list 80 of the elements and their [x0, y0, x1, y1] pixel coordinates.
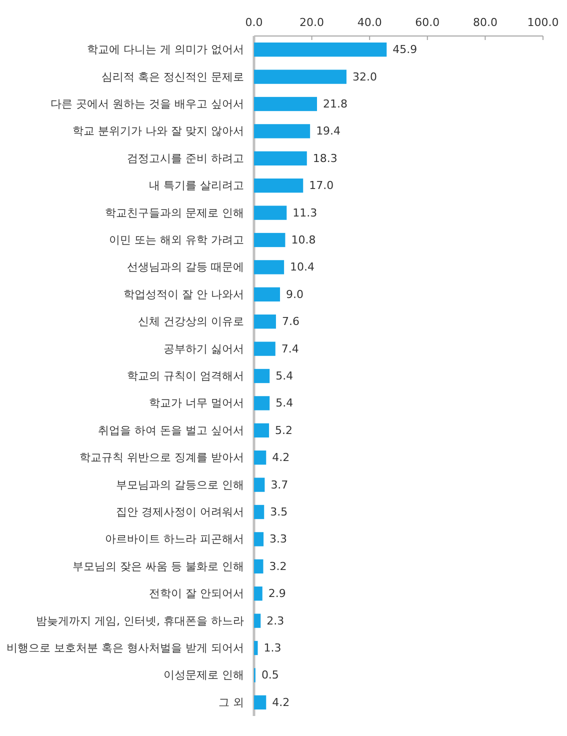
bar	[254, 151, 307, 166]
data-label: 5.4	[276, 396, 294, 410]
y-tick-label: 내 특기를 살리려고	[149, 179, 244, 192]
y-tick-label: 전학이 잘 안되어서	[149, 587, 244, 600]
y-tick-label: 비행으로 보호처분 혹은 형사처벌을 받게 되어서	[6, 642, 244, 654]
bar	[254, 42, 387, 57]
bar	[254, 124, 310, 138]
data-label: 11.3	[292, 206, 318, 220]
y-tick-label: 선생님과의 갈등 때문에	[127, 260, 244, 274]
x-tick-label: 20.0	[300, 16, 324, 29]
x-tick-label: 80.0	[472, 16, 498, 29]
y-tick-label: 부모님과의 갈등으로 인해	[116, 478, 244, 492]
bar	[254, 450, 266, 465]
data-label: 9.0	[286, 288, 304, 301]
bar	[254, 287, 280, 302]
data-label: 45.9	[392, 43, 418, 56]
bar	[254, 532, 264, 546]
bar	[254, 586, 262, 601]
y-tick-label: 이민 또는 해외 유학 가려고	[109, 234, 244, 246]
data-label: 7.6	[282, 315, 300, 328]
data-label: 1.3	[264, 642, 282, 654]
bar	[254, 478, 265, 492]
data-label: 5.2	[275, 424, 293, 437]
bar	[254, 314, 276, 329]
x-tick-label: 40.0	[357, 16, 382, 29]
y-tick-label: 이성문제로 인해	[164, 668, 244, 682]
data-label: 3.5	[270, 506, 288, 518]
y-tick-label: 신체 건강상의 이유로	[138, 315, 244, 328]
y-tick-label: 집안 경제사정이 어려워서	[116, 506, 244, 518]
y-tick-label: 학교가 너무 멀어서	[149, 396, 244, 410]
data-label: 5.4	[276, 370, 294, 382]
y-tick-label: 아르바이트 하느라 피곤해서	[105, 532, 244, 546]
y-tick-label: 학교규칙 위반으로 징계를 받아서	[80, 451, 244, 464]
bar	[254, 640, 258, 656]
bar	[254, 423, 270, 438]
y-tick-label: 검정고시를 준비 하려고	[127, 152, 244, 165]
y-tick-label: 그 외	[218, 696, 244, 709]
y-tick-label: 심리적 혹은 정신적인 문제로	[102, 70, 244, 84]
y-tick-label: 학업성적이 잘 안 나와서	[124, 288, 244, 301]
data-label: 10.4	[290, 260, 315, 274]
y-tick-label: 공부하기 싫어서	[164, 342, 244, 356]
y-tick-label: 밤늦게까지 게임, 인터넷, 휴대폰을 하느라	[36, 614, 244, 628]
bar	[254, 70, 346, 84]
data-label: 21.8	[323, 98, 348, 110]
bar	[254, 260, 284, 274]
data-label: 18.3	[312, 152, 338, 165]
bar	[254, 695, 266, 710]
y-tick-label: 학교의 규칙이 엄격해서	[127, 370, 244, 382]
y-tick-label: 학교 분위기가 나와 잘 맞지 않아서	[72, 124, 244, 138]
data-label: 4.2	[272, 696, 290, 709]
y-tick-label: 학교친구들과의 문제로 인해	[105, 206, 244, 220]
data-label: 3.7	[270, 478, 288, 492]
bar	[254, 96, 317, 112]
y-tick-label: 다른 곳에서 원하는 것을 배우고 싶어서	[50, 98, 244, 110]
x-tick-label: 100.0	[527, 16, 559, 29]
data-label: 19.4	[316, 124, 341, 138]
data-label: 2.9	[268, 587, 286, 600]
bar	[254, 396, 270, 410]
bar	[254, 559, 264, 574]
bar	[254, 504, 264, 520]
bar	[254, 614, 261, 628]
bar	[254, 342, 276, 356]
y-tick-label: 부모님의 잦은 싸움 등 불화로 인해	[72, 560, 244, 573]
data-label: 17.0	[309, 179, 334, 192]
x-tick-label: 0.0	[245, 16, 263, 29]
y-tick-label: 취업을 하여 돈을 벌고 싶어서	[98, 424, 244, 437]
y-tick-label: 학교에 다니는 게 의미가 없어서	[87, 43, 244, 56]
bar	[254, 368, 270, 384]
data-label: 7.4	[281, 342, 299, 356]
data-label: 0.5	[261, 668, 279, 682]
data-label: 3.3	[270, 532, 288, 546]
bar	[254, 232, 286, 248]
bar	[254, 206, 287, 220]
bar	[254, 178, 304, 193]
data-label: 3.2	[269, 560, 287, 573]
data-label: 10.8	[291, 234, 316, 246]
data-label: 4.2	[272, 451, 290, 464]
data-label: 2.3	[266, 614, 284, 628]
x-tick-label: 60.0	[415, 16, 440, 29]
data-label: 32.0	[352, 70, 377, 84]
